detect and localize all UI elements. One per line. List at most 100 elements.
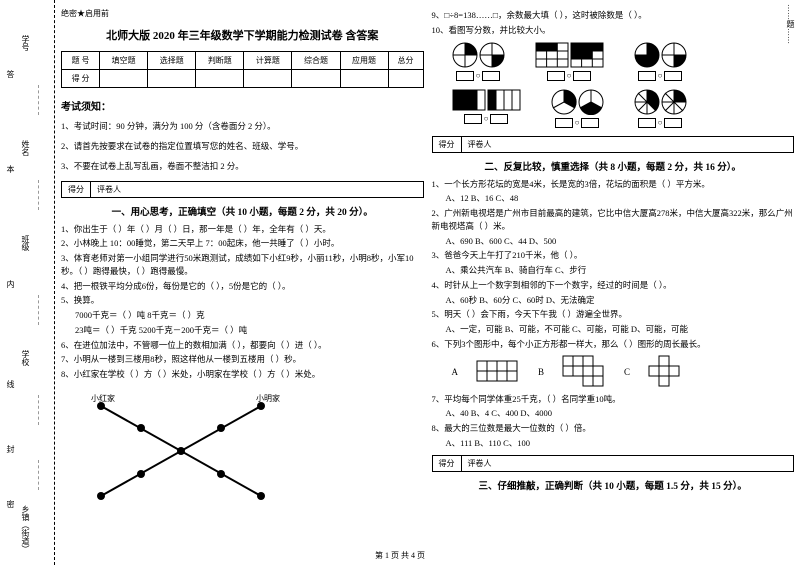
dash-3 bbox=[38, 395, 39, 425]
s1-q3: 3、体育老师对第一小组同学进行50米跑测试，成绩如下小红9秒，小丽11秒，小明8… bbox=[61, 252, 424, 278]
rect-group-1: ○ bbox=[452, 89, 521, 128]
r-q9: 9、□÷8=138……□，余数最大填（ ），这时被除数是（ ）。 bbox=[432, 9, 795, 22]
score-table: 题 号 填空题 选择题 判断题 计算题 综合题 应用题 总分 得 分 bbox=[61, 51, 424, 88]
section3-title: 三、仔细推敲，正确判断（共 10 小题，每题 1.5 分，共 15 分）。 bbox=[432, 478, 795, 492]
sb3-c2: 评卷人 bbox=[462, 456, 498, 471]
section2-scorebox: 得分 评卷人 bbox=[432, 136, 795, 153]
s2-q1: 1、一个长方形花坛的宽是4米，长是宽的3倍，花坛的面积是（ ）平方米。 bbox=[432, 178, 795, 191]
pie-group-2: ○ bbox=[634, 89, 687, 128]
tr2-7 bbox=[388, 70, 423, 88]
th-5: 综合题 bbox=[292, 52, 340, 70]
s2-q2o: A、690 B、600 C、44 D、500 bbox=[432, 235, 795, 248]
sb1-c1: 得分 bbox=[62, 182, 91, 197]
confidential-header: 绝密★启用前 bbox=[61, 8, 424, 19]
svg-text:小红家: 小红家 bbox=[91, 393, 115, 403]
pie-group-1: ○ bbox=[551, 89, 604, 128]
left-column: 绝密★启用前 北师大版 2020 年三年级数学下学期能力检测试卷 含答案 题 号… bbox=[61, 8, 424, 557]
section2-title: 二、反复比较，慎重选择（共 8 小题，每题 2 分，共 16 分）。 bbox=[432, 159, 795, 173]
s1-q5a: 7000千克＝（ ）吨 8千克＝（ ）克 bbox=[61, 309, 424, 322]
s1-q1: 1、你出生于（ ）年（ ）月（ ）日，那一年是（ ）年，全年有（ ）天。 bbox=[61, 223, 424, 236]
bind-mark-0: 答 bbox=[5, 70, 16, 78]
bind-mark-1: 本 bbox=[5, 165, 16, 173]
page-title: 北师大版 2020 年三年级数学下学期能力检测试卷 含答案 bbox=[61, 27, 424, 43]
section1-title: 一、用心思考，正确填空（共 10 小题，每题 2 分，共 20 分）。 bbox=[61, 204, 424, 218]
bind-label-1: 姓名 bbox=[20, 140, 31, 156]
r-q10: 10、看图写分数，并比较大小。 bbox=[432, 24, 795, 37]
opt-a: A bbox=[452, 367, 459, 377]
circ-group-1: ○ bbox=[452, 42, 505, 81]
s2-q4o: A、60秒 B、60分 C、60时 D、无法确定 bbox=[432, 294, 795, 307]
page-footer: 第 1 页 共 4 页 bbox=[375, 550, 425, 561]
right-margin-text: ……题…… bbox=[785, 4, 796, 44]
s1-q2: 2、小林晚上 10：00睡觉，第二天早上 7：00起床，他一共睡了（ ）小时。 bbox=[61, 237, 424, 250]
s2-q6: 6、下列3个图形中，每个小正方形都一样大，那么（ ）图形的周长最长。 bbox=[432, 338, 795, 351]
s2-q8o: A、111 B、110 C、100 bbox=[432, 437, 795, 450]
s2-q5o: A、一定，可能 B、可能，不可能 C、可能，可能 D、可能，可能 bbox=[432, 323, 795, 336]
s1-q7: 7、小明从一楼到三楼用8秒，照这样他从一楼到五楼用（ ）秒。 bbox=[61, 353, 424, 366]
th-3: 判断题 bbox=[196, 52, 244, 70]
notice-3: 3、不要在试卷上乱写乱画，卷面不整洁扣 2 分。 bbox=[61, 161, 424, 173]
th-0: 题 号 bbox=[62, 52, 100, 70]
opt-b: B bbox=[538, 367, 544, 377]
opt-c: C bbox=[624, 367, 630, 377]
th-6: 应用题 bbox=[340, 52, 388, 70]
s2-q3o: A、乘公共汽车 B、骑自行车 C、步行 bbox=[432, 264, 795, 277]
bind-mark-2: 内 bbox=[5, 280, 16, 288]
tr2-3 bbox=[196, 70, 244, 88]
section1-scorebox: 得分 评卷人 bbox=[61, 181, 424, 198]
sb3-c1: 得分 bbox=[433, 456, 462, 471]
s1-q8: 8、小红家在学校（ ）方（ ）米处，小明家在学校（ ）方（ ）米处。 bbox=[61, 368, 424, 381]
shape-options: A B C bbox=[452, 355, 795, 389]
binding-strip: 学号 答 姓名 本 班级 内 学校 线 封 乡镇（街道） 密 bbox=[0, 0, 55, 565]
sb2-c2: 评卷人 bbox=[462, 137, 498, 152]
dash-0 bbox=[38, 85, 39, 115]
notice-1: 1、考试时间：90 分钟，满分为 100 分（含卷面分 2 分）。 bbox=[61, 121, 424, 133]
section3-scorebox: 得分 评卷人 bbox=[432, 455, 795, 472]
dash-4 bbox=[38, 460, 39, 490]
fraction-diagrams-row2: ○ ○ ○ bbox=[452, 89, 795, 128]
tr2-1 bbox=[100, 70, 148, 88]
s2-q4: 4、时针从上一个数字到相邻的下一个数字，经过的时间是（ ）。 bbox=[432, 279, 795, 292]
s2-q7o: A、40 B、4 C、400 D、4000 bbox=[432, 407, 795, 420]
map-diagram: 小红家 小明家 bbox=[61, 386, 424, 516]
shape-b bbox=[562, 355, 606, 389]
bind-label-2: 班级 bbox=[20, 235, 31, 251]
svg-text:小明家: 小明家 bbox=[256, 393, 280, 403]
th-1: 填空题 bbox=[100, 52, 148, 70]
fraction-diagrams-row1: ○ ○ ○ bbox=[452, 42, 795, 81]
dash-2 bbox=[38, 295, 39, 325]
circ-group-2: ○ bbox=[634, 42, 687, 81]
th-2: 选择题 bbox=[148, 52, 196, 70]
bind-mark-5: 密 bbox=[5, 500, 16, 508]
notice-2: 2、请首先按要求在试卷的指定位置填写您的姓名、班级、学号。 bbox=[61, 141, 424, 153]
right-column: 9、□÷8=138……□，余数最大填（ ），这时被除数是（ ）。 10、看图写分… bbox=[432, 8, 795, 557]
tr2-4 bbox=[244, 70, 292, 88]
tr2-2 bbox=[148, 70, 196, 88]
grid-group-1: ○ bbox=[535, 42, 604, 81]
tr2-0: 得 分 bbox=[62, 70, 100, 88]
s2-q7: 7、平均每个同学体重25千克，（ ）名同学重10吨。 bbox=[432, 393, 795, 406]
bind-mark-4: 封 bbox=[5, 445, 16, 453]
bind-label-3: 学校 bbox=[20, 350, 31, 366]
content: 绝密★启用前 北师大版 2020 年三年级数学下学期能力检测试卷 含答案 题 号… bbox=[55, 0, 800, 565]
bind-label-0: 学号 bbox=[20, 35, 31, 51]
bind-label-4: 乡镇（街道） bbox=[20, 505, 31, 553]
shape-c bbox=[648, 355, 682, 389]
bind-mark-3: 线 bbox=[5, 380, 16, 388]
th-7: 总分 bbox=[388, 52, 423, 70]
s2-q2: 2、广州新电视塔是广州市目前最高的建筑，它比中信大厦高278米，中信大厦高322… bbox=[432, 207, 795, 233]
s2-q3: 3、爸爸今天上午打了210千米，他（ ）。 bbox=[432, 249, 795, 262]
s2-q5: 5、明天（ ）会下雨，今天下午我（ ）游遍全世界。 bbox=[432, 308, 795, 321]
tr2-6 bbox=[340, 70, 388, 88]
sb1-c2: 评卷人 bbox=[91, 182, 127, 197]
s1-q5b: 23吨＝（ ）千克 5200千克－200千克＝（ ）吨 bbox=[61, 324, 424, 337]
shape-a bbox=[476, 360, 520, 384]
dash-1 bbox=[38, 180, 39, 210]
s2-q1o: A、12 B、16 C、48 bbox=[432, 192, 795, 205]
notice-title: 考试须知： bbox=[61, 98, 424, 113]
th-4: 计算题 bbox=[244, 52, 292, 70]
s1-q6: 6、在进位加法中，不管哪一位上的数相加满（ ），都要向（ ）进（ ）。 bbox=[61, 339, 424, 352]
tr2-5 bbox=[292, 70, 340, 88]
s1-q4: 4、把一根铁平均分成6份，每份是它的（ ），5份是它的（ ）。 bbox=[61, 280, 424, 293]
s2-q8: 8、最大的三位数是最大一位数的（ ）倍。 bbox=[432, 422, 795, 435]
